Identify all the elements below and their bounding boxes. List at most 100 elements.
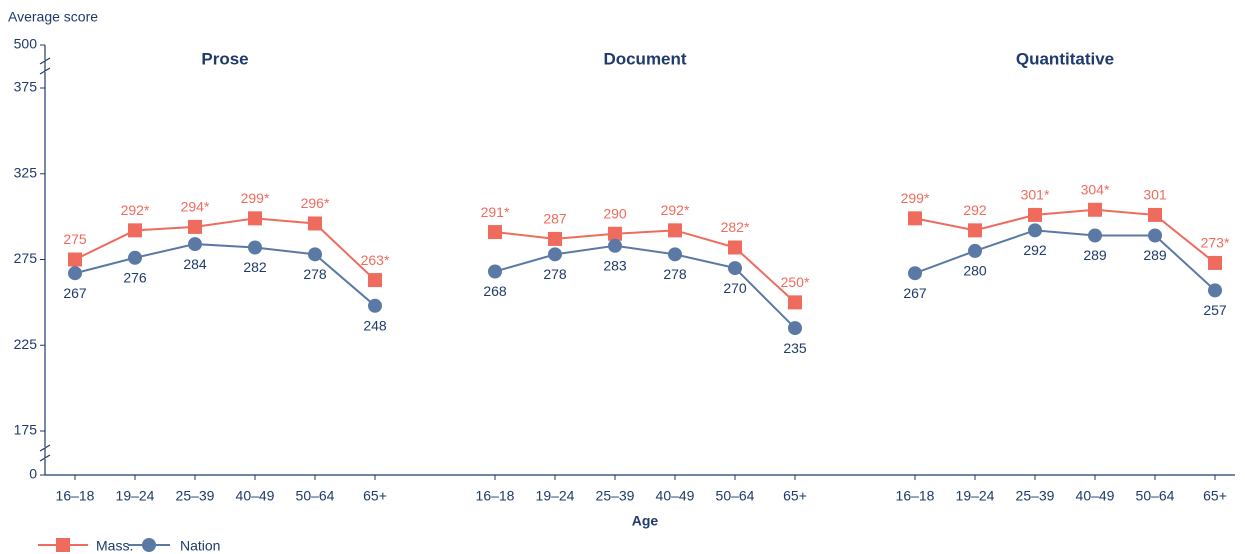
data-label: 301	[1143, 187, 1167, 203]
x-tick-label: 65+	[1203, 488, 1227, 504]
marker-circle	[1088, 228, 1102, 243]
data-label: 248	[363, 318, 387, 334]
marker-circle	[668, 247, 682, 262]
marker-square	[188, 219, 202, 234]
data-label: 292*	[661, 202, 690, 218]
x-tick-label: 40–49	[236, 488, 275, 504]
x-tick-label: 25–39	[596, 488, 635, 504]
series-line	[494, 244, 796, 329]
data-label: 301*	[1021, 187, 1050, 203]
data-label: 294*	[181, 199, 210, 215]
data-label: 292	[963, 202, 987, 218]
marker-square	[308, 216, 322, 231]
data-label: 250*	[781, 274, 810, 290]
x-tick-label: 40–49	[1076, 488, 1115, 504]
legend-square	[56, 538, 70, 552]
x-tick-label: 19–24	[956, 488, 995, 504]
marker-square	[1148, 207, 1162, 222]
data-label: 304*	[1081, 181, 1110, 197]
data-label: 268	[483, 283, 507, 299]
marker-circle	[608, 238, 622, 253]
marker-circle	[908, 266, 922, 281]
data-label: 280	[963, 263, 987, 279]
legend-label: Mass.	[96, 538, 133, 554]
data-label: 267	[903, 285, 927, 301]
series-line	[494, 229, 796, 304]
data-label: 284	[183, 256, 207, 272]
marker-circle	[1208, 283, 1222, 298]
marker-square	[368, 273, 382, 288]
data-label: 282	[243, 259, 267, 275]
y-tick-label: 0	[29, 466, 37, 482]
data-label: 267	[63, 285, 87, 301]
marker-square	[68, 252, 82, 267]
marker-square	[548, 231, 562, 246]
data-label: 263*	[361, 252, 390, 268]
panel-title: Prose	[201, 49, 248, 68]
y-tick-label: 175	[14, 422, 38, 438]
y-tick-label: 375	[14, 79, 38, 95]
marker-square	[1088, 202, 1102, 217]
y-tick-label: 500	[14, 36, 38, 52]
data-label: 296*	[301, 195, 330, 211]
data-label: 235	[783, 340, 807, 356]
data-label: 278	[543, 266, 567, 282]
x-axis-label: Age	[632, 513, 659, 529]
marker-circle	[728, 261, 742, 276]
marker-circle	[788, 321, 802, 336]
data-label: 273*	[1201, 235, 1230, 251]
marker-circle	[1148, 228, 1162, 243]
panel-title: Quantitative	[1016, 49, 1114, 68]
axis-break	[39, 57, 51, 75]
series-line	[74, 217, 376, 281]
y-tick-label: 275	[14, 250, 38, 266]
y-tick-label: 225	[14, 336, 38, 352]
marker-square	[248, 211, 262, 226]
marker-circle	[248, 240, 262, 255]
marker-square	[668, 223, 682, 238]
data-label: 290	[603, 205, 627, 221]
series-line	[74, 243, 376, 307]
marker-square	[1028, 207, 1042, 222]
marker-square	[908, 211, 922, 226]
x-tick-label: 19–24	[536, 488, 575, 504]
series-line	[914, 229, 1216, 292]
data-label: 289	[1083, 247, 1107, 263]
marker-square	[128, 223, 142, 238]
data-label: 299*	[901, 190, 930, 206]
data-label: 282*	[721, 219, 750, 235]
marker-circle	[1028, 223, 1042, 238]
data-label: 292*	[121, 202, 150, 218]
panel-title: Document	[603, 49, 686, 68]
data-label: 276	[123, 269, 147, 285]
data-label: 278	[663, 266, 687, 282]
x-tick-label: 50–64	[1136, 488, 1175, 504]
marker-circle	[188, 237, 202, 252]
marker-circle	[488, 264, 502, 279]
data-label: 299*	[241, 190, 270, 206]
x-tick-label: 25–39	[176, 488, 215, 504]
data-label: 291*	[481, 204, 510, 220]
x-tick-label: 50–64	[716, 488, 755, 504]
marker-circle	[68, 266, 82, 281]
data-label: 283	[603, 257, 627, 273]
x-tick-label: 65+	[783, 488, 807, 504]
x-tick-label: 40–49	[656, 488, 695, 504]
data-label: 292	[1023, 242, 1047, 258]
marker-square	[488, 225, 502, 240]
marker-square	[608, 226, 622, 241]
marker-square	[788, 295, 802, 310]
data-label: 257	[1203, 302, 1227, 318]
legend-label: Nation	[180, 538, 220, 554]
data-label: 289	[1143, 247, 1167, 263]
axis-break	[39, 444, 51, 462]
data-label: 275	[63, 231, 87, 247]
x-tick-label: 16–18	[56, 488, 95, 504]
data-label: 278	[303, 266, 327, 282]
y-axis-label: Average score	[8, 9, 98, 25]
marker-circle	[128, 250, 142, 265]
x-tick-label: 16–18	[476, 488, 515, 504]
y-tick-label: 325	[14, 164, 38, 180]
marker-square	[1208, 255, 1222, 270]
